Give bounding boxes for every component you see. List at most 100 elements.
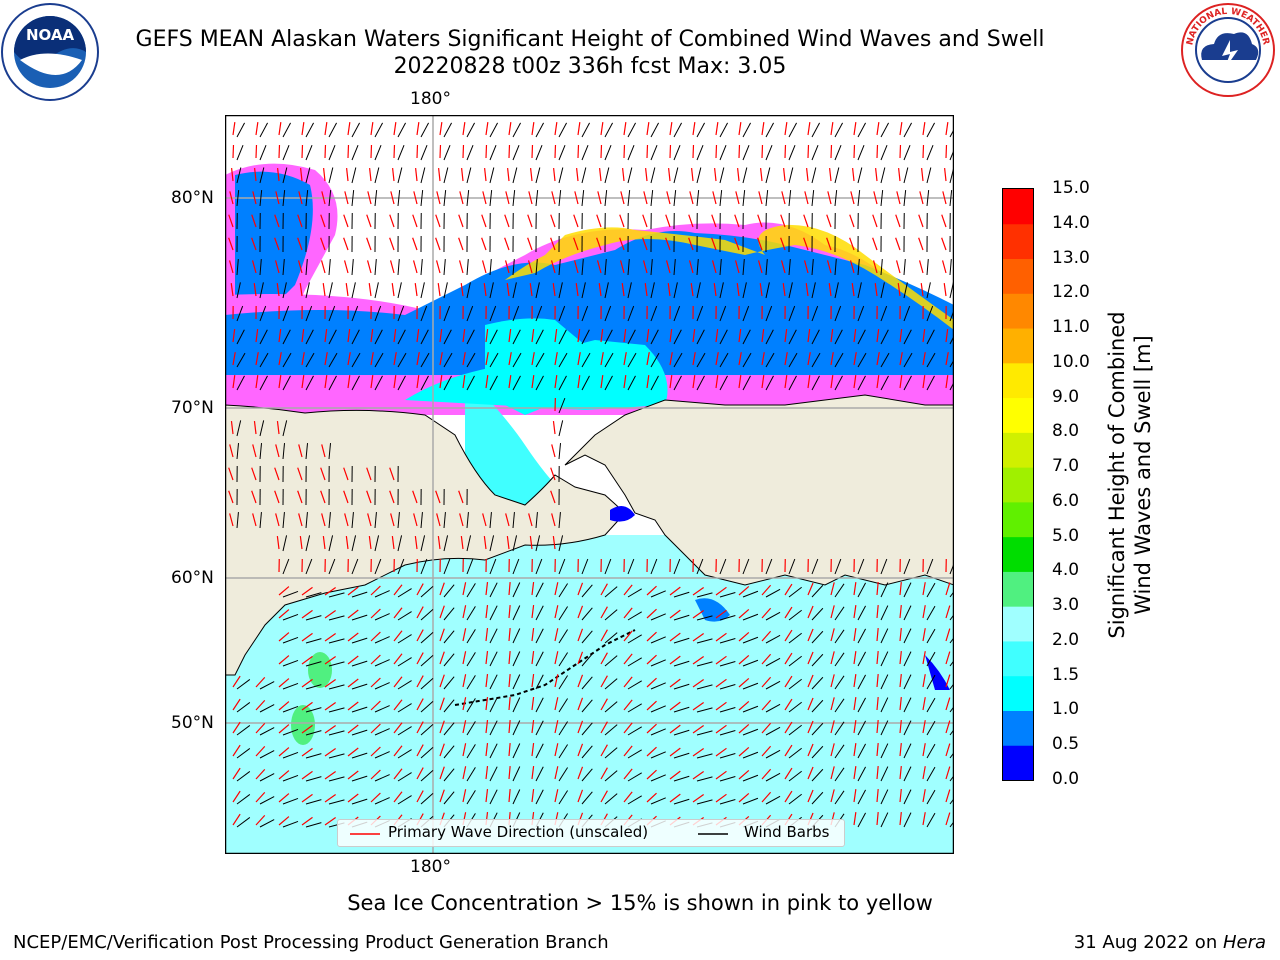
wave-direction-arrow (346, 168, 349, 182)
wind-barb (535, 375, 544, 391)
wave-direction-arrow (577, 628, 584, 642)
wind-barb (351, 591, 368, 598)
wave-direction-arrow (481, 214, 487, 228)
wave-direction-arrow (531, 674, 535, 688)
wave-direction-arrow (922, 651, 926, 665)
wind-barb (282, 613, 299, 621)
wave-direction-arrow (485, 352, 489, 366)
wind-barb (397, 634, 412, 644)
wave-direction-arrow (780, 260, 786, 274)
wave-direction-arrow (761, 745, 772, 757)
wave-direction-arrow (761, 653, 772, 665)
wave-direction-arrow (529, 536, 533, 550)
wind-barb (903, 674, 912, 690)
wind-barb (420, 793, 434, 805)
wave-direction-arrow (439, 720, 445, 734)
wave-direction-arrow (275, 191, 280, 205)
wave-direction-arrow (551, 444, 556, 458)
wind-barb (236, 122, 246, 138)
wind-barb (765, 588, 781, 598)
wind-barb (420, 305, 428, 322)
wave-direction-arrow (830, 628, 835, 642)
wind-barb (719, 638, 736, 644)
wave-direction-arrow (715, 609, 727, 619)
wind-barb (397, 749, 412, 759)
wind-barb (443, 122, 453, 138)
wave-direction-arrow (876, 719, 879, 734)
wave-direction-arrow (669, 586, 681, 596)
wave-direction-arrow (713, 283, 717, 297)
wave-direction-arrow (715, 770, 727, 780)
wind-barb (650, 144, 658, 161)
wind-barb (581, 584, 593, 598)
wave-direction-arrow (459, 513, 464, 527)
wave-direction-arrow (324, 817, 336, 826)
wave-direction-arrow (876, 352, 880, 366)
wave-direction-arrow (301, 375, 305, 389)
wind-barb (880, 122, 890, 138)
wind-barb (650, 797, 666, 805)
wind-barb (535, 651, 544, 667)
wind-barb (512, 628, 521, 644)
wave-direction-arrow (830, 697, 835, 711)
wave-direction-arrow (715, 375, 719, 389)
wind-barb (811, 791, 824, 805)
wave-direction-arrow (806, 168, 809, 182)
wave-direction-arrow (482, 513, 487, 527)
wave-direction-arrow (738, 329, 742, 343)
wave-direction-arrow (692, 794, 704, 803)
wave-direction-arrow (826, 237, 832, 251)
wind-barb (650, 705, 666, 713)
wave-direction-arrow (623, 653, 633, 665)
norton-sound (610, 506, 635, 522)
wind-barb (903, 167, 909, 184)
wind-barb (949, 820, 954, 828)
wave-direction-arrow (276, 536, 280, 550)
wind-barb (259, 167, 265, 184)
noaa-logo-text: NOAA (26, 26, 75, 44)
wave-direction-arrow (508, 719, 511, 734)
wave-direction-arrow (347, 632, 359, 642)
wave-direction-arrow (596, 260, 602, 274)
wind-barb (558, 375, 567, 391)
wave-direction-arrow (255, 791, 266, 803)
wave-direction-arrow (462, 789, 467, 803)
wind-barb (259, 750, 275, 759)
sea-ice-caption: Sea Ice Concentration > 15% is shown in … (347, 891, 933, 915)
wave-direction-arrow (343, 214, 349, 228)
wind-barb (236, 305, 244, 322)
wave-direction-arrow (876, 788, 879, 803)
wave-direction-arrow (343, 237, 349, 251)
wave-direction-arrow (439, 743, 445, 757)
wind-barb (305, 259, 308, 276)
wave-direction-arrow (370, 746, 381, 757)
wind-barb (420, 352, 430, 368)
wind-barb (535, 720, 544, 736)
wave-direction-arrow (668, 168, 671, 182)
wind-barb (949, 751, 954, 759)
wind-barb (328, 259, 331, 276)
wind-barb (443, 630, 455, 644)
wave-direction-arrow (807, 122, 811, 136)
wave-direction-arrow (274, 214, 280, 228)
wind-barb (328, 167, 334, 184)
wind-barb (443, 535, 449, 552)
wind-barb (236, 259, 239, 276)
wind-barb (305, 753, 322, 759)
wave-direction-arrow (416, 790, 424, 803)
wave-direction-arrow (646, 585, 657, 596)
wave-direction-arrow (393, 375, 397, 389)
wave-direction-arrow (550, 237, 556, 251)
wave-direction-arrow (623, 375, 627, 389)
wave-direction-arrow (577, 605, 584, 619)
wind-barb (742, 590, 759, 598)
wave-direction-arrow (274, 467, 280, 481)
wave-direction-arrow (255, 745, 266, 757)
wave-direction-arrow (531, 352, 535, 366)
wind-barb (857, 282, 862, 299)
wave-direction-arrow (784, 652, 793, 665)
wave-direction-arrow (323, 168, 326, 182)
wind-barb (742, 190, 746, 207)
wind-barb (857, 697, 867, 713)
wind-barb (834, 721, 845, 736)
